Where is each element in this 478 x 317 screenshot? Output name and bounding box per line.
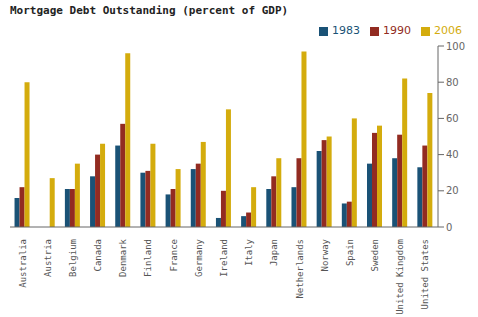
html-text:2006: 2006 bbox=[434, 24, 462, 37]
svg-text:Canada: Canada bbox=[93, 239, 103, 272]
html-text:1990: 1990 bbox=[383, 24, 411, 37]
svg-text:Norway: Norway bbox=[320, 238, 330, 271]
svg-text:80: 80 bbox=[446, 77, 459, 88]
svg-text:Denmark: Denmark bbox=[118, 238, 128, 277]
html-text:1983: 1983 bbox=[332, 24, 360, 37]
svg-text:Sweden: Sweden bbox=[370, 239, 380, 272]
svg-text:United States: United States bbox=[420, 239, 430, 309]
svg-text:Austria: Austria bbox=[43, 239, 53, 277]
svg-text:Spain: Spain bbox=[345, 239, 355, 266]
html-text:Mortgage Debt Outstanding (per: Mortgage Debt Outstanding (percent of GD… bbox=[10, 4, 289, 17]
svg-text:0: 0 bbox=[446, 222, 452, 233]
svg-text:Finland: Finland bbox=[143, 239, 153, 277]
svg-text:Australia: Australia bbox=[18, 239, 28, 288]
svg-text:Germany: Germany bbox=[194, 238, 204, 277]
svg-text:100: 100 bbox=[446, 41, 465, 52]
svg-text:20: 20 bbox=[446, 185, 459, 196]
svg-text:Japan: Japan bbox=[269, 239, 279, 266]
svg-text:40: 40 bbox=[446, 149, 459, 160]
svg-text:Italy: Italy bbox=[244, 238, 254, 266]
svg-text:United Kingdom: United Kingdom bbox=[395, 239, 405, 315]
svg-text:Belgium: Belgium bbox=[68, 239, 78, 277]
svg-text:Ireland: Ireland bbox=[219, 239, 229, 277]
svg-text:France: France bbox=[169, 239, 179, 272]
svg-text:Netherlands: Netherlands bbox=[295, 239, 305, 299]
svg-text:60: 60 bbox=[446, 113, 459, 124]
